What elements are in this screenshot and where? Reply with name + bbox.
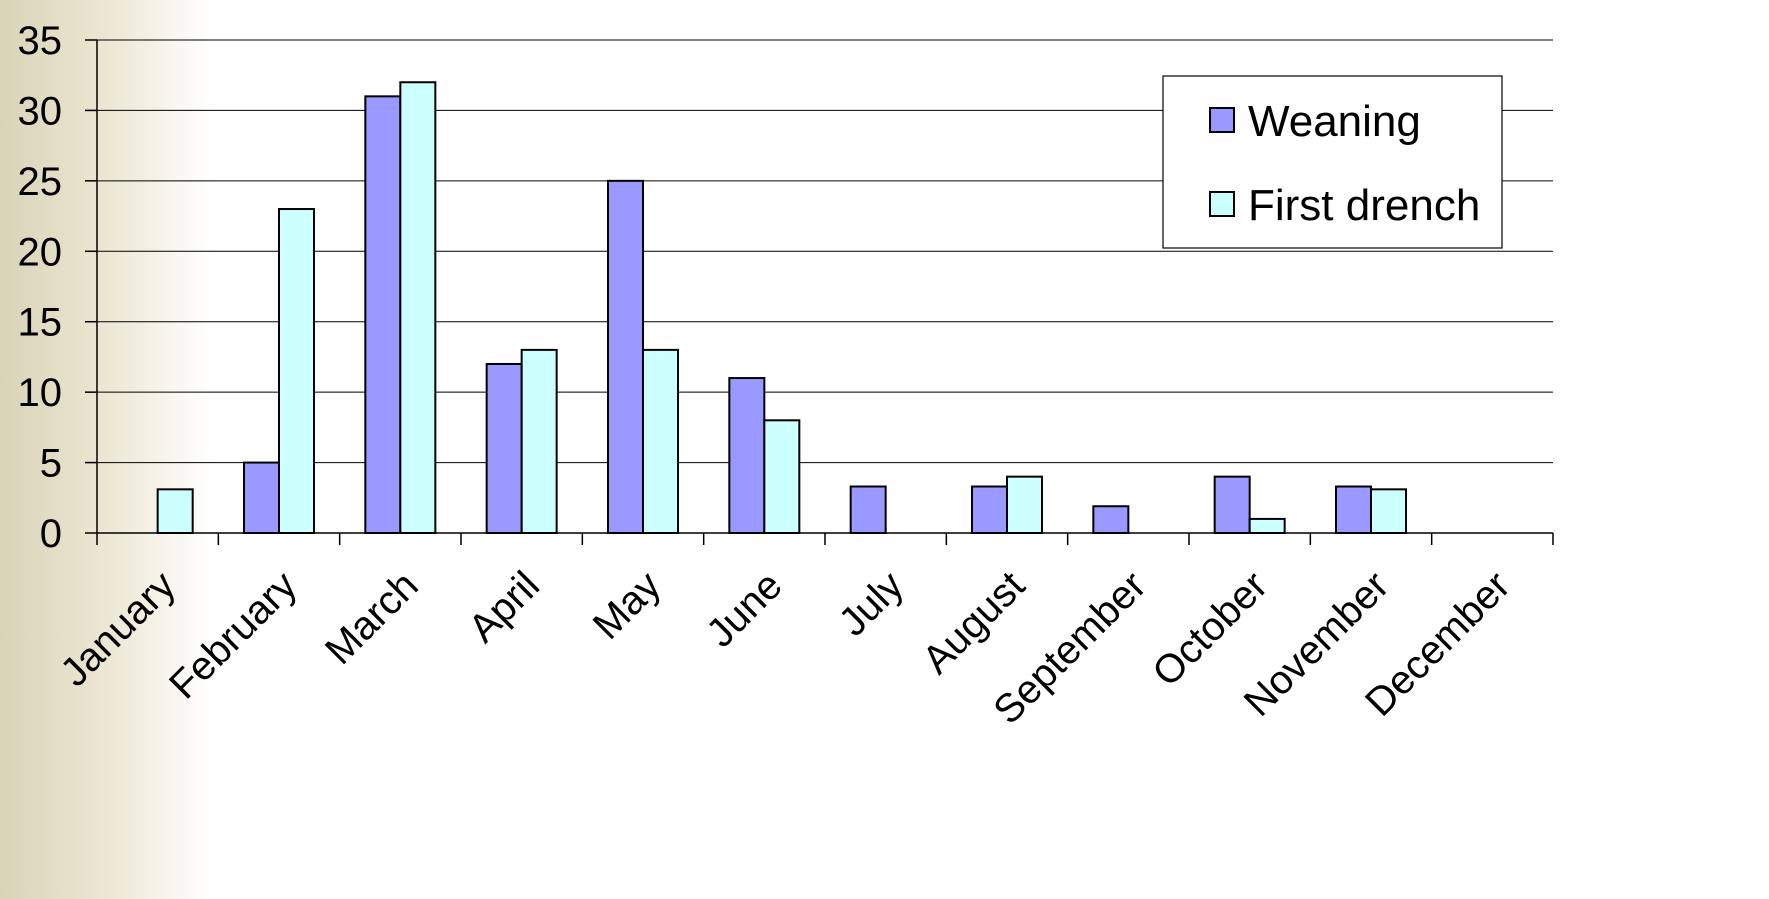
bar-first-drench-april [520, 348, 558, 534]
bar-weaning-february [243, 461, 280, 535]
bar-weaning-july [849, 485, 887, 535]
bar-weaning-march [364, 95, 402, 534]
bars [156, 81, 1407, 535]
bar-weaning-october [1213, 475, 1251, 534]
x-tick-label-june: June [698, 563, 790, 655]
y-tick-label: 5 [40, 442, 62, 486]
y-tick-label: 30 [18, 89, 63, 133]
x-tick-label-may: May [585, 563, 670, 648]
y-tick-label: 20 [18, 230, 63, 274]
bar-weaning-august [971, 485, 1008, 535]
bar-first-drench-january [156, 488, 194, 535]
bar-first-drench-june [763, 419, 801, 535]
y-tick-label: 35 [18, 19, 63, 63]
legend-swatch-first-drench [1209, 191, 1235, 217]
y-tick-label: 15 [18, 301, 63, 345]
bar-first-drench-march [399, 81, 437, 534]
bar-first-drench-february [278, 208, 315, 534]
bar-first-drench-august [1006, 475, 1043, 534]
legend-box [1162, 75, 1503, 249]
bar-weaning-september [1092, 505, 1130, 535]
bar-first-drench-november [1370, 488, 1407, 535]
y-tick-label: 0 [40, 512, 62, 556]
bar-weaning-may [607, 179, 644, 534]
legend: Weaning First drench [1162, 75, 1503, 249]
bar-first-drench-october [1248, 517, 1286, 535]
legend-label-first-drench: First drench [1248, 181, 1480, 230]
gridlines [85, 39, 1553, 464]
bar-first-drench-may [642, 348, 679, 534]
legend-label-weaning: Weaning [1248, 97, 1421, 146]
bar-weaning-november [1335, 485, 1372, 535]
x-tick-label-april: April [460, 563, 548, 651]
x-tick-label-august: August [914, 563, 1033, 682]
legend-swatch-weaning [1209, 107, 1235, 133]
y-tick-label: 25 [18, 160, 63, 204]
bar-weaning-june [728, 377, 766, 534]
bar-weaning-april [485, 362, 523, 534]
x-tick-label-july: July [831, 563, 912, 644]
y-tick-label: 10 [18, 371, 63, 415]
x-tick-label-march: March [317, 563, 427, 673]
x-tick-label-february: February [161, 563, 305, 707]
y-axis-ticks: 0 5 10 15 20 25 30 35 [18, 19, 97, 556]
